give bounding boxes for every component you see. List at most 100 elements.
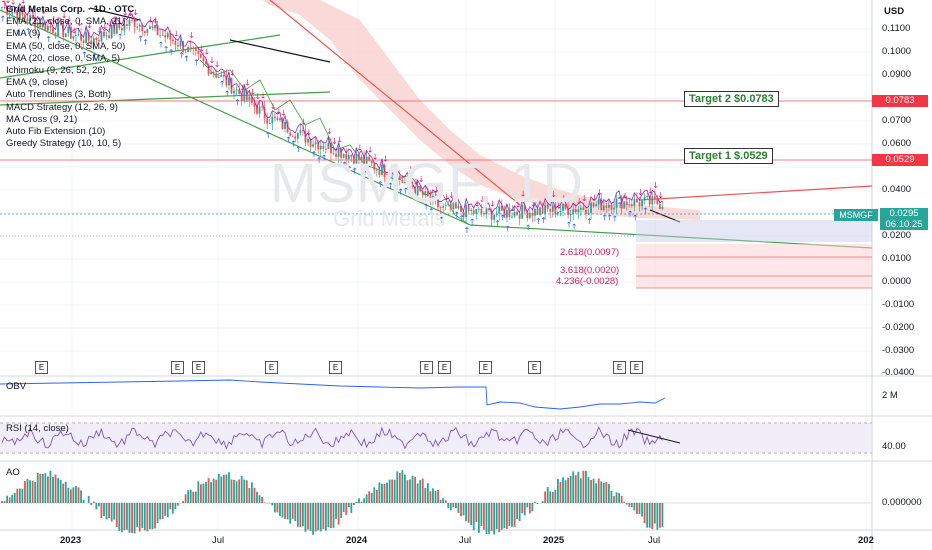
indicator-item[interactable]: Auto Trendlines (3, Both) <box>6 89 112 101</box>
ao-bar <box>567 477 569 503</box>
ao-bar <box>8 497 11 503</box>
ao-bar <box>534 501 536 503</box>
sell-signal-arrow: ↓ <box>76 19 83 28</box>
ticker-tag: MSMGF <box>834 209 878 221</box>
buy-signal-arrow: ↑ <box>35 33 42 42</box>
buy-signal-arrow: ↑ <box>402 187 409 196</box>
symbol-title[interactable]: Grid Metals Corp. · 1D · OTC <box>6 4 135 15</box>
indicator-item[interactable]: MA Cross (9, 21) <box>6 113 78 125</box>
ao-bar <box>516 503 518 520</box>
ao-bar <box>595 483 598 503</box>
candle-body <box>6 7 8 15</box>
ao-bar <box>166 503 169 518</box>
ao-label[interactable]: AO <box>6 467 20 478</box>
indicator-item[interactable]: Greedy Strategy (10, 10, 5) <box>6 138 122 150</box>
ao-bar <box>240 475 243 503</box>
ao-bar <box>653 503 656 524</box>
price-tick: 0.0600 <box>882 138 912 149</box>
earnings-marker[interactable]: E <box>192 361 205 374</box>
sell-signal-arrow: ↓ <box>260 92 267 101</box>
earnings-marker[interactable]: E <box>420 361 433 374</box>
candle-body <box>554 205 557 215</box>
indicator-item[interactable]: EMA (9, close) <box>6 77 68 89</box>
candle-body <box>426 191 429 197</box>
price-tick: -0.0300 <box>882 345 915 356</box>
ao-bar <box>207 478 210 503</box>
earnings-marker[interactable]: E <box>438 361 451 374</box>
ao-bar <box>409 479 411 503</box>
candle-body <box>574 209 577 213</box>
candle-body <box>330 142 332 154</box>
ao-bar <box>562 477 564 503</box>
ao-bar <box>108 503 110 519</box>
buy-signal-arrow: ↑ <box>295 145 302 154</box>
candle-body <box>228 77 230 86</box>
obv-label[interactable]: OBV <box>6 381 27 392</box>
candle-body <box>562 203 564 211</box>
ao-bar <box>47 476 49 503</box>
candle-body <box>120 28 123 31</box>
ao-bar <box>646 503 649 528</box>
indicator-item[interactable]: EMA (21, close, 0, SMA, 21) <box>6 16 126 28</box>
indicator-item[interactable]: Ichimoku (9, 26, 52, 26) <box>6 65 106 77</box>
rsi-axis-value: 40.00 <box>882 441 906 452</box>
ao-bar <box>169 503 172 510</box>
rsi-label[interactable]: RSI (14, close) <box>6 423 69 434</box>
candle-body <box>128 19 131 26</box>
candle-body <box>182 41 184 52</box>
currency-label[interactable]: USD <box>884 6 905 17</box>
earnings-marker[interactable]: E <box>613 361 626 374</box>
earnings-marker[interactable]: E <box>265 361 278 374</box>
ao-bar <box>536 503 539 505</box>
buy-signal-arrow: ↑ <box>0 14 6 23</box>
time-tick: 2023 <box>60 535 82 546</box>
indicator-item[interactable]: EMA (9) <box>6 28 41 40</box>
earnings-marker[interactable]: E <box>171 361 184 374</box>
sell-signal-arrow: ↓ <box>209 56 216 65</box>
indicator-item[interactable]: SMA (20, close, 0, SMA, 5) <box>6 52 121 64</box>
candle-body <box>3 7 6 9</box>
ao-bar <box>414 476 416 503</box>
sell-signal-arrow: ↓ <box>244 79 251 88</box>
earnings-marker[interactable]: E <box>630 361 643 374</box>
candle-body <box>41 22 44 28</box>
candle-body <box>539 207 541 215</box>
earnings-marker[interactable]: E <box>479 361 492 374</box>
earnings-marker[interactable]: E <box>35 361 48 374</box>
candle-body <box>462 211 465 218</box>
last-price-tag: 0.0295 06:10:25 <box>880 208 928 230</box>
buy-signal-arrow: ↑ <box>81 50 88 59</box>
ao-bar <box>518 503 521 522</box>
candle-body <box>248 96 251 101</box>
candle-body <box>605 205 608 208</box>
candle-body <box>146 29 149 34</box>
candle-body <box>82 40 85 43</box>
earnings-marker[interactable]: E <box>329 361 342 374</box>
candle-body <box>266 118 269 124</box>
fib-label-3: 4.236(-0.0028) <box>556 276 619 287</box>
buy-signal-arrow: ↑ <box>397 187 404 196</box>
ao-bar <box>123 503 126 531</box>
ao-bar <box>327 503 330 528</box>
candle-body <box>205 61 207 65</box>
price-tick: 0.0000 <box>882 276 912 287</box>
indicator-item[interactable]: MACD Strategy (12, 26, 9) <box>6 101 118 113</box>
indicator-item[interactable]: EMA (50, close, 0, SMA, 50) <box>6 40 126 52</box>
buy-signal-arrow: ↑ <box>219 79 226 88</box>
buy-signal-arrow: ↑ <box>178 51 185 60</box>
candle-body <box>513 211 516 217</box>
ao-bar <box>263 502 266 503</box>
ao-bar <box>597 478 600 503</box>
candle-body <box>531 212 534 216</box>
ao-bar <box>192 491 195 503</box>
candle-body <box>52 27 54 33</box>
sell-signal-arrow: ↓ <box>520 189 527 198</box>
ao-bar <box>648 503 651 528</box>
candle-body <box>340 149 343 158</box>
earnings-marker[interactable]: E <box>528 361 541 374</box>
indicator-item[interactable]: Auto Fib Extension (10) <box>6 126 106 138</box>
sell-signal-arrow: ↓ <box>382 155 389 164</box>
sell-signal-arrow: ↓ <box>433 185 440 194</box>
ao-bar <box>488 503 490 534</box>
